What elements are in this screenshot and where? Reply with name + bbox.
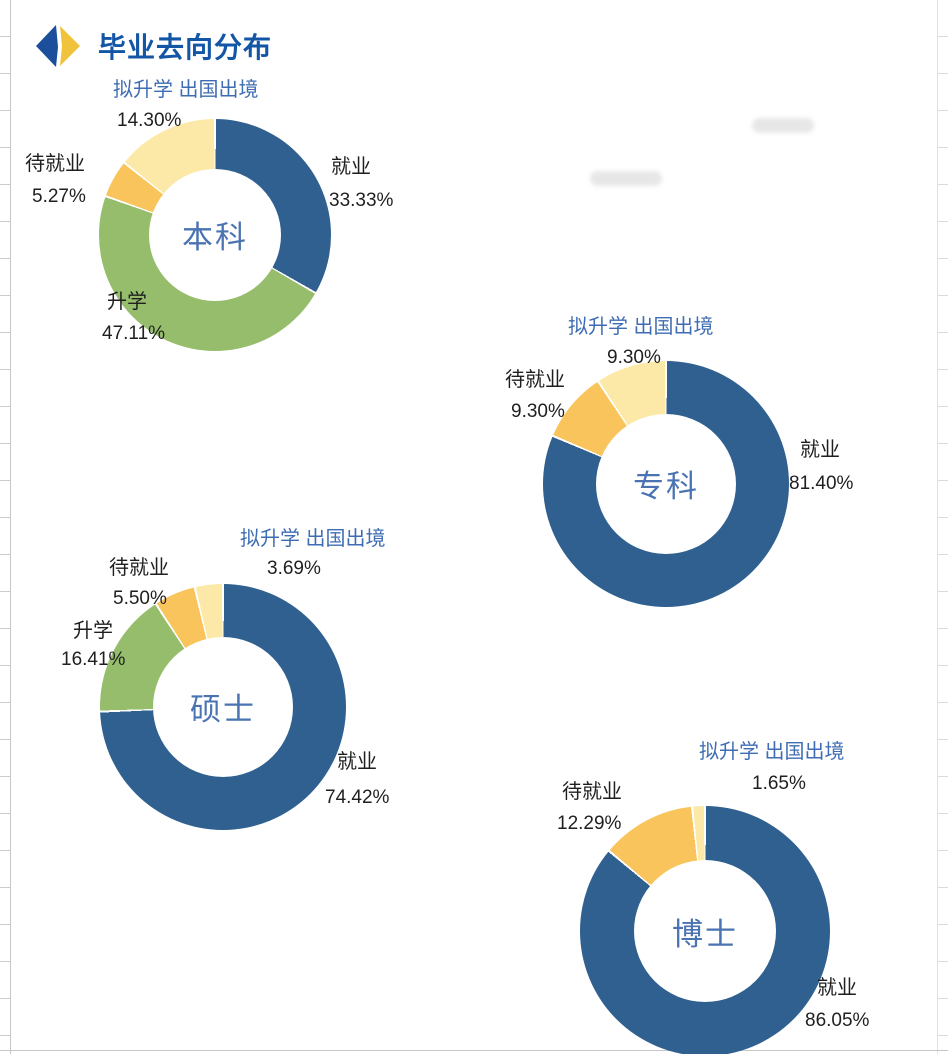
- bottom-gridline: [0, 1050, 948, 1051]
- shuoshi-abroad-value: 3.69%: [267, 558, 321, 579]
- zhuanke-abroad-value: 9.30%: [607, 347, 661, 368]
- zhuanke-employment-value: 81.40%: [789, 473, 854, 494]
- benke-abroad-value: 14.30%: [117, 110, 182, 131]
- page-header: 毕业去向分布: [34, 24, 272, 68]
- shuoshi-awaiting-value: 5.50%: [113, 588, 167, 609]
- shuoshi-employment-label: 就业: [337, 751, 377, 773]
- degree-label-zhuanke: 专科: [632, 469, 699, 505]
- donut-center-benke: 本科: [148, 168, 282, 302]
- donut-center-zhuanke: 专科: [595, 413, 737, 555]
- benke-study-label: 升学: [107, 291, 147, 313]
- boshi-employment-label: 就业: [817, 977, 857, 999]
- benke-awaiting-value: 5.27%: [32, 186, 86, 207]
- degree-label-shuoshi: 硕士: [189, 692, 256, 728]
- zhuanke-employment-label: 就业: [800, 439, 840, 461]
- boshi-abroad-value: 1.65%: [752, 773, 806, 794]
- shuoshi-study-label: 升学: [73, 620, 113, 642]
- donut-chart-zhuanke[interactable]: 专科: [543, 361, 789, 607]
- artifact-smudge: [752, 118, 814, 133]
- spreadsheet-gridlines-left: [0, 0, 11, 1054]
- boshi-abroad-label: 拟升学 出国出境: [699, 741, 845, 763]
- spreadsheet-gridlines-right: [937, 0, 948, 1054]
- zhuanke-awaiting-label: 待就业: [505, 369, 565, 391]
- benke-employment-label: 就业: [331, 156, 371, 178]
- shuoshi-study-value: 16.41%: [61, 649, 126, 670]
- benke-awaiting-label: 待就业: [25, 153, 85, 175]
- shuoshi-employment-value: 74.42%: [325, 787, 390, 808]
- zhuanke-awaiting-value: 9.30%: [511, 401, 565, 422]
- donut-chart-shuoshi[interactable]: 硕士: [100, 584, 346, 830]
- shuoshi-awaiting-label: 待就业: [109, 557, 169, 579]
- zhuanke-abroad-label: 拟升学 出国出境: [568, 316, 714, 338]
- boshi-employment-value: 86.05%: [805, 1010, 870, 1031]
- donut-center-shuoshi: 硕士: [152, 636, 294, 778]
- donut-center-boshi: 博士: [633, 859, 777, 1003]
- donut-chart-boshi[interactable]: 博士: [580, 806, 830, 1054]
- degree-label-benke: 本科: [181, 220, 248, 256]
- benke-abroad-label: 拟升学 出国出境: [113, 79, 259, 101]
- page-title: 毕业去向分布: [98, 32, 273, 63]
- donut-chart-benke[interactable]: 本科: [99, 119, 331, 351]
- benke-employment-value: 33.33%: [329, 190, 394, 211]
- diamond-logo-icon: [36, 25, 80, 67]
- boshi-awaiting-label: 待就业: [562, 781, 622, 803]
- degree-label-boshi: 博士: [672, 916, 738, 952]
- artifact-smudge: [590, 171, 662, 186]
- benke-study-value: 47.11%: [102, 323, 166, 344]
- boshi-awaiting-value: 12.29%: [557, 813, 622, 834]
- shuoshi-abroad-label: 拟升学 出国出境: [240, 528, 386, 550]
